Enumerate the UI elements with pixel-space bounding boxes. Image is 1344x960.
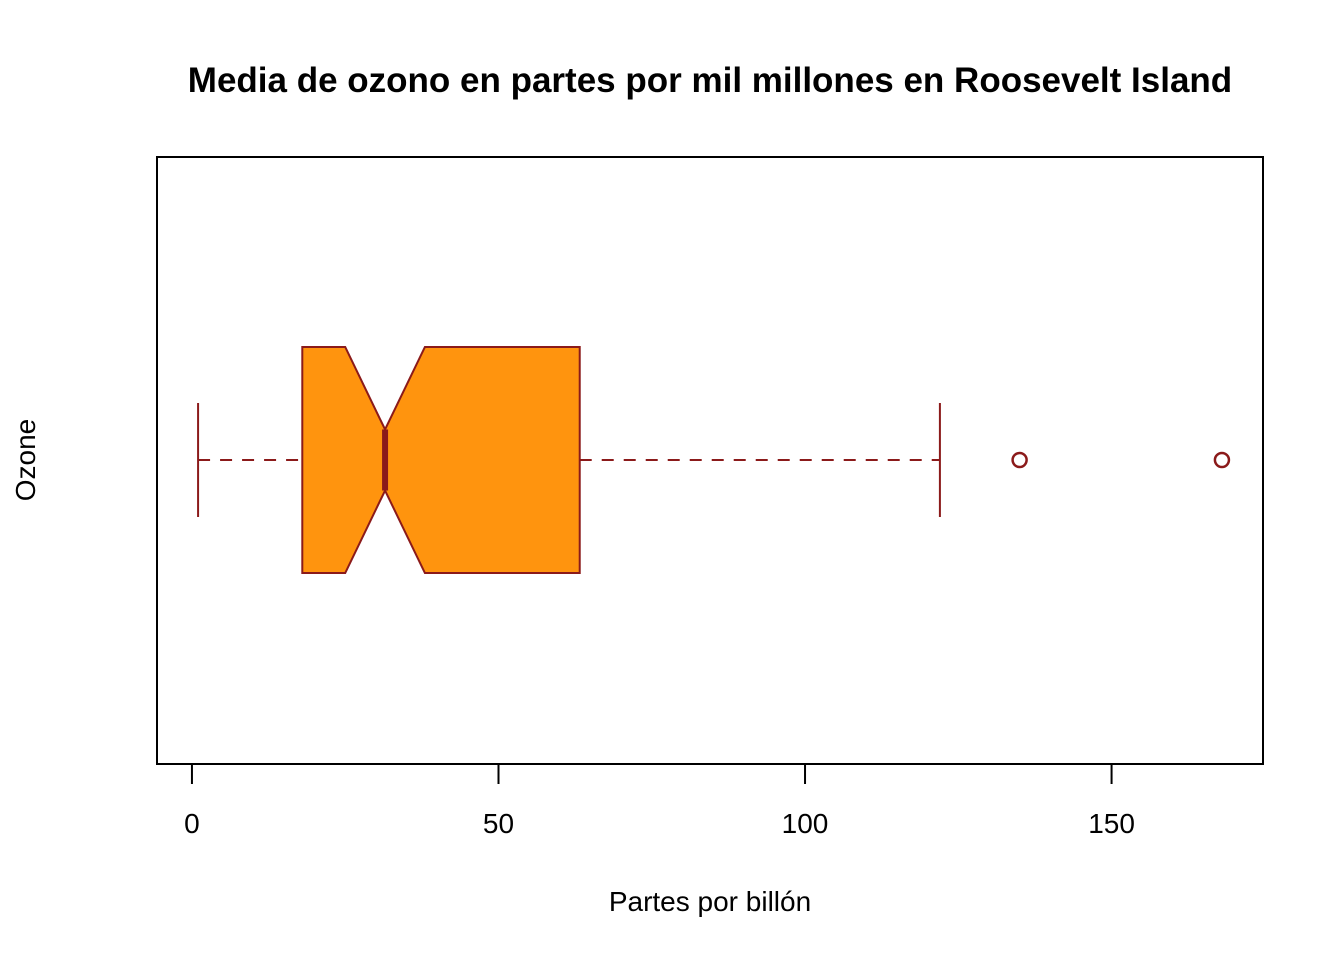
x-tick-label: 0 bbox=[184, 808, 200, 839]
x-tick-label: 50 bbox=[483, 808, 514, 839]
box-body bbox=[301, 346, 581, 574]
x-axis-label: Partes por billón bbox=[609, 886, 811, 917]
x-tick-label: 150 bbox=[1088, 808, 1135, 839]
plot-marks bbox=[197, 346, 1231, 574]
outlier-point bbox=[1213, 451, 1231, 469]
outlier-point bbox=[1011, 451, 1028, 469]
chart-title: Media de ozono en partes por mil millone… bbox=[188, 61, 1232, 100]
x-axis: 0 50 100 150 bbox=[184, 763, 1135, 839]
y-axis-label: Ozone bbox=[10, 419, 41, 502]
x-tick-label: 100 bbox=[782, 808, 829, 839]
